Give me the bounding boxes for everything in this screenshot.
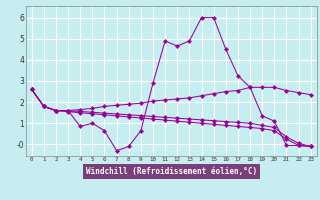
X-axis label: Windchill (Refroidissement éolien,°C): Windchill (Refroidissement éolien,°C) <box>86 167 257 176</box>
